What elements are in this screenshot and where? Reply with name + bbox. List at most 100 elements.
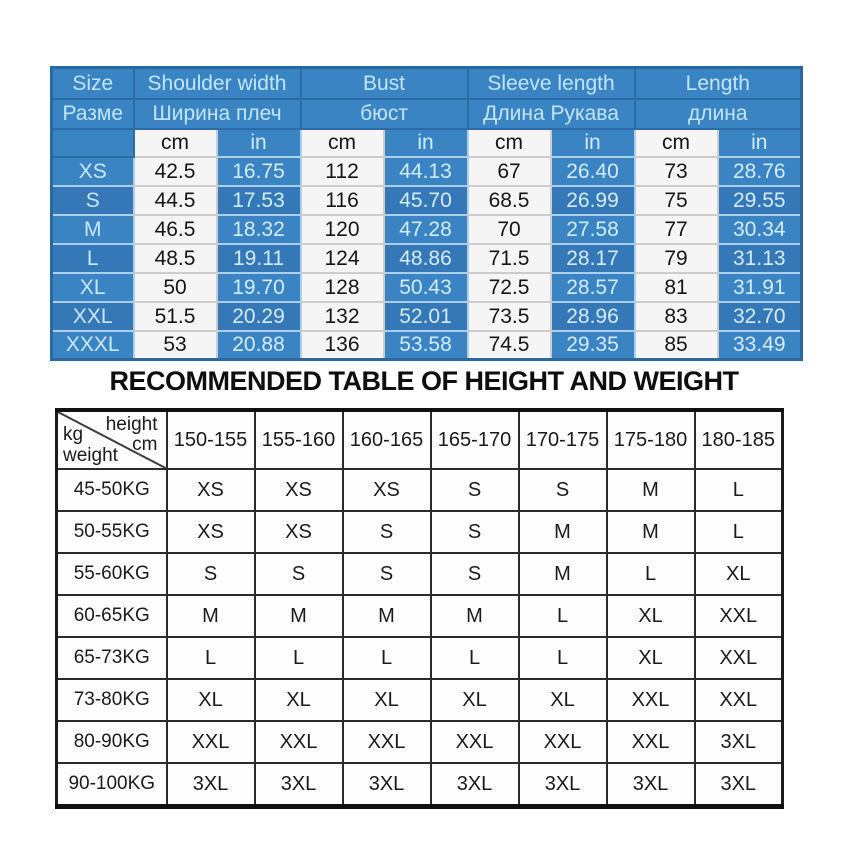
measure-in-cell: 20.88 bbox=[215, 329, 302, 361]
fit-size-cell: M bbox=[605, 468, 696, 512]
fit-size-cell: 3XL bbox=[253, 762, 344, 808]
size-label-cell: L bbox=[50, 242, 135, 274]
fit-size-cell: L bbox=[253, 636, 344, 680]
header-row-en: Size Shoulder width Bust Sleeve length L… bbox=[50, 66, 803, 100]
fit-size-cell: M bbox=[429, 594, 520, 638]
fit-size-cell: XS bbox=[253, 468, 344, 512]
fit-size-cell: M bbox=[165, 594, 256, 638]
fit-size-cell: XXL bbox=[605, 678, 696, 722]
fit-size-cell: XL bbox=[605, 594, 696, 638]
fit-size-cell: XXL bbox=[253, 720, 344, 764]
fit-row: 90-100KG 3XL 3XL 3XL 3XL 3XL 3XL 3XL bbox=[55, 762, 784, 808]
header-en-shoulder: Shoulder width bbox=[132, 66, 302, 100]
size-row-xxl: XXL 51.5 20.29 132 52.01 73.5 28.96 83 3… bbox=[50, 300, 803, 332]
height-range-cell: 150-155 bbox=[165, 409, 256, 470]
measure-cm-cell: 120 bbox=[299, 213, 385, 245]
header-ru-shoulder: Ширина плеч bbox=[132, 97, 302, 130]
measure-in-cell: 26.40 bbox=[549, 155, 636, 187]
measure-cm-cell: 77 bbox=[633, 213, 719, 245]
measure-in-cell: 27.58 bbox=[549, 213, 636, 245]
fit-size-cell: 3XL bbox=[693, 762, 784, 808]
measure-in-cell: 17.53 bbox=[215, 184, 302, 216]
fit-row: 45-50KG XS XS XS S S M L bbox=[55, 468, 784, 512]
size-label-cell: M bbox=[50, 213, 135, 245]
height-weight-table: height cm kg weight 150-155 155-160 160-… bbox=[55, 408, 784, 809]
fit-size-cell: XL bbox=[341, 678, 432, 722]
page-title: RECOMMENDED TABLE OF HEIGHT AND WEIGHT bbox=[109, 366, 739, 396]
fit-size-cell: XS bbox=[341, 468, 432, 512]
measure-in-cell: 19.11 bbox=[215, 242, 302, 274]
header-en-size: Size bbox=[50, 66, 135, 100]
size-label-cell: XXL bbox=[50, 300, 135, 332]
fit-size-cell: XL bbox=[429, 678, 520, 722]
fit-size-cell: L bbox=[429, 636, 520, 680]
measure-cm-cell: 83 bbox=[633, 300, 719, 332]
measure-cm-cell: 46.5 bbox=[132, 213, 218, 245]
measure-in-cell: 33.49 bbox=[716, 329, 803, 361]
measure-in-cell: 52.01 bbox=[382, 300, 469, 332]
unit-in-cell: in bbox=[549, 127, 636, 158]
size-label-cell: S bbox=[50, 184, 135, 216]
unit-cm-cell: cm bbox=[466, 127, 552, 158]
measure-in-cell: 28.76 bbox=[716, 155, 803, 187]
fit-size-cell: S bbox=[165, 552, 256, 596]
diagonal-divider-line bbox=[58, 412, 166, 468]
fit-size-cell: S bbox=[517, 468, 608, 512]
fit-size-cell: XS bbox=[165, 468, 256, 512]
measure-cm-cell: 85 bbox=[633, 329, 719, 361]
fit-size-cell: XXL bbox=[693, 636, 784, 680]
fit-size-cell: L bbox=[517, 594, 608, 638]
measure-in-cell: 47.28 bbox=[382, 213, 469, 245]
measure-cm-cell: 68.5 bbox=[466, 184, 552, 216]
height-range-cell: 180-185 bbox=[693, 409, 784, 470]
measure-in-cell: 50.43 bbox=[382, 271, 469, 303]
weight-range-cell: 45-50KG bbox=[55, 468, 168, 512]
fit-size-cell: S bbox=[429, 552, 520, 596]
unit-row: cm in cm in cm in cm in bbox=[50, 127, 803, 158]
measure-cm-cell: 79 bbox=[633, 242, 719, 274]
corner-height-label: height bbox=[105, 414, 158, 435]
fit-size-cell: S bbox=[253, 552, 344, 596]
fit-size-cell: 3XL bbox=[165, 762, 256, 808]
measure-cm-cell: 73.5 bbox=[466, 300, 552, 332]
size-row-s: S 44.5 17.53 116 45.70 68.5 26.99 75 29.… bbox=[50, 184, 803, 216]
fit-size-cell: S bbox=[341, 552, 432, 596]
measure-cm-cell: 73 bbox=[633, 155, 719, 187]
fit-row: 65-73KG L L L L L XL XXL bbox=[55, 636, 784, 680]
measure-cm-cell: 50 bbox=[132, 271, 218, 303]
measure-in-cell: 28.96 bbox=[549, 300, 636, 332]
measure-in-cell: 19.70 bbox=[215, 271, 302, 303]
measure-in-cell: 44.13 bbox=[382, 155, 469, 187]
fit-size-cell: 3XL bbox=[341, 762, 432, 808]
measure-in-cell: 26.99 bbox=[549, 184, 636, 216]
height-range-cell: 155-160 bbox=[253, 409, 344, 470]
size-label-cell: XL bbox=[50, 271, 135, 303]
fit-row: 50-55KG XS XS S S M M L bbox=[55, 510, 784, 554]
header-ru-length: длина bbox=[633, 97, 803, 130]
measure-in-cell: 16.75 bbox=[215, 155, 302, 187]
fit-size-cell: M bbox=[605, 510, 696, 554]
measure-cm-cell: 132 bbox=[299, 300, 385, 332]
fit-size-cell: L bbox=[165, 636, 256, 680]
fit-size-cell: XXL bbox=[605, 720, 696, 764]
height-range-cell: 170-175 bbox=[517, 409, 608, 470]
size-chart-table: Size Shoulder width Bust Sleeve length L… bbox=[50, 66, 804, 361]
measure-in-cell: 31.13 bbox=[716, 242, 803, 274]
measure-in-cell: 31.91 bbox=[716, 271, 803, 303]
corner-cell: height cm kg weight bbox=[55, 409, 168, 470]
fit-size-cell: XS bbox=[253, 510, 344, 554]
corner-cm-label: cm bbox=[132, 434, 158, 455]
header-row-ru: Разме Ширина плеч бюст Длина Рукава длин… bbox=[50, 97, 803, 130]
unit-in-cell: in bbox=[382, 127, 469, 158]
fit-size-cell: L bbox=[517, 636, 608, 680]
fit-size-cell: M bbox=[517, 552, 608, 596]
header-ru-sleeve: Длина Рукава bbox=[466, 97, 636, 130]
height-range-cell: 175-180 bbox=[605, 409, 696, 470]
size-row-xs: XS 42.5 16.75 112 44.13 67 26.40 73 28.7… bbox=[50, 155, 803, 187]
header-en-sleeve: Sleeve length bbox=[466, 66, 636, 100]
measure-in-cell: 28.57 bbox=[549, 271, 636, 303]
fit-size-cell: S bbox=[429, 510, 520, 554]
weight-range-cell: 50-55KG bbox=[55, 510, 168, 554]
unit-cm-cell: cm bbox=[132, 127, 218, 158]
weight-range-cell: 55-60KG bbox=[55, 552, 168, 596]
